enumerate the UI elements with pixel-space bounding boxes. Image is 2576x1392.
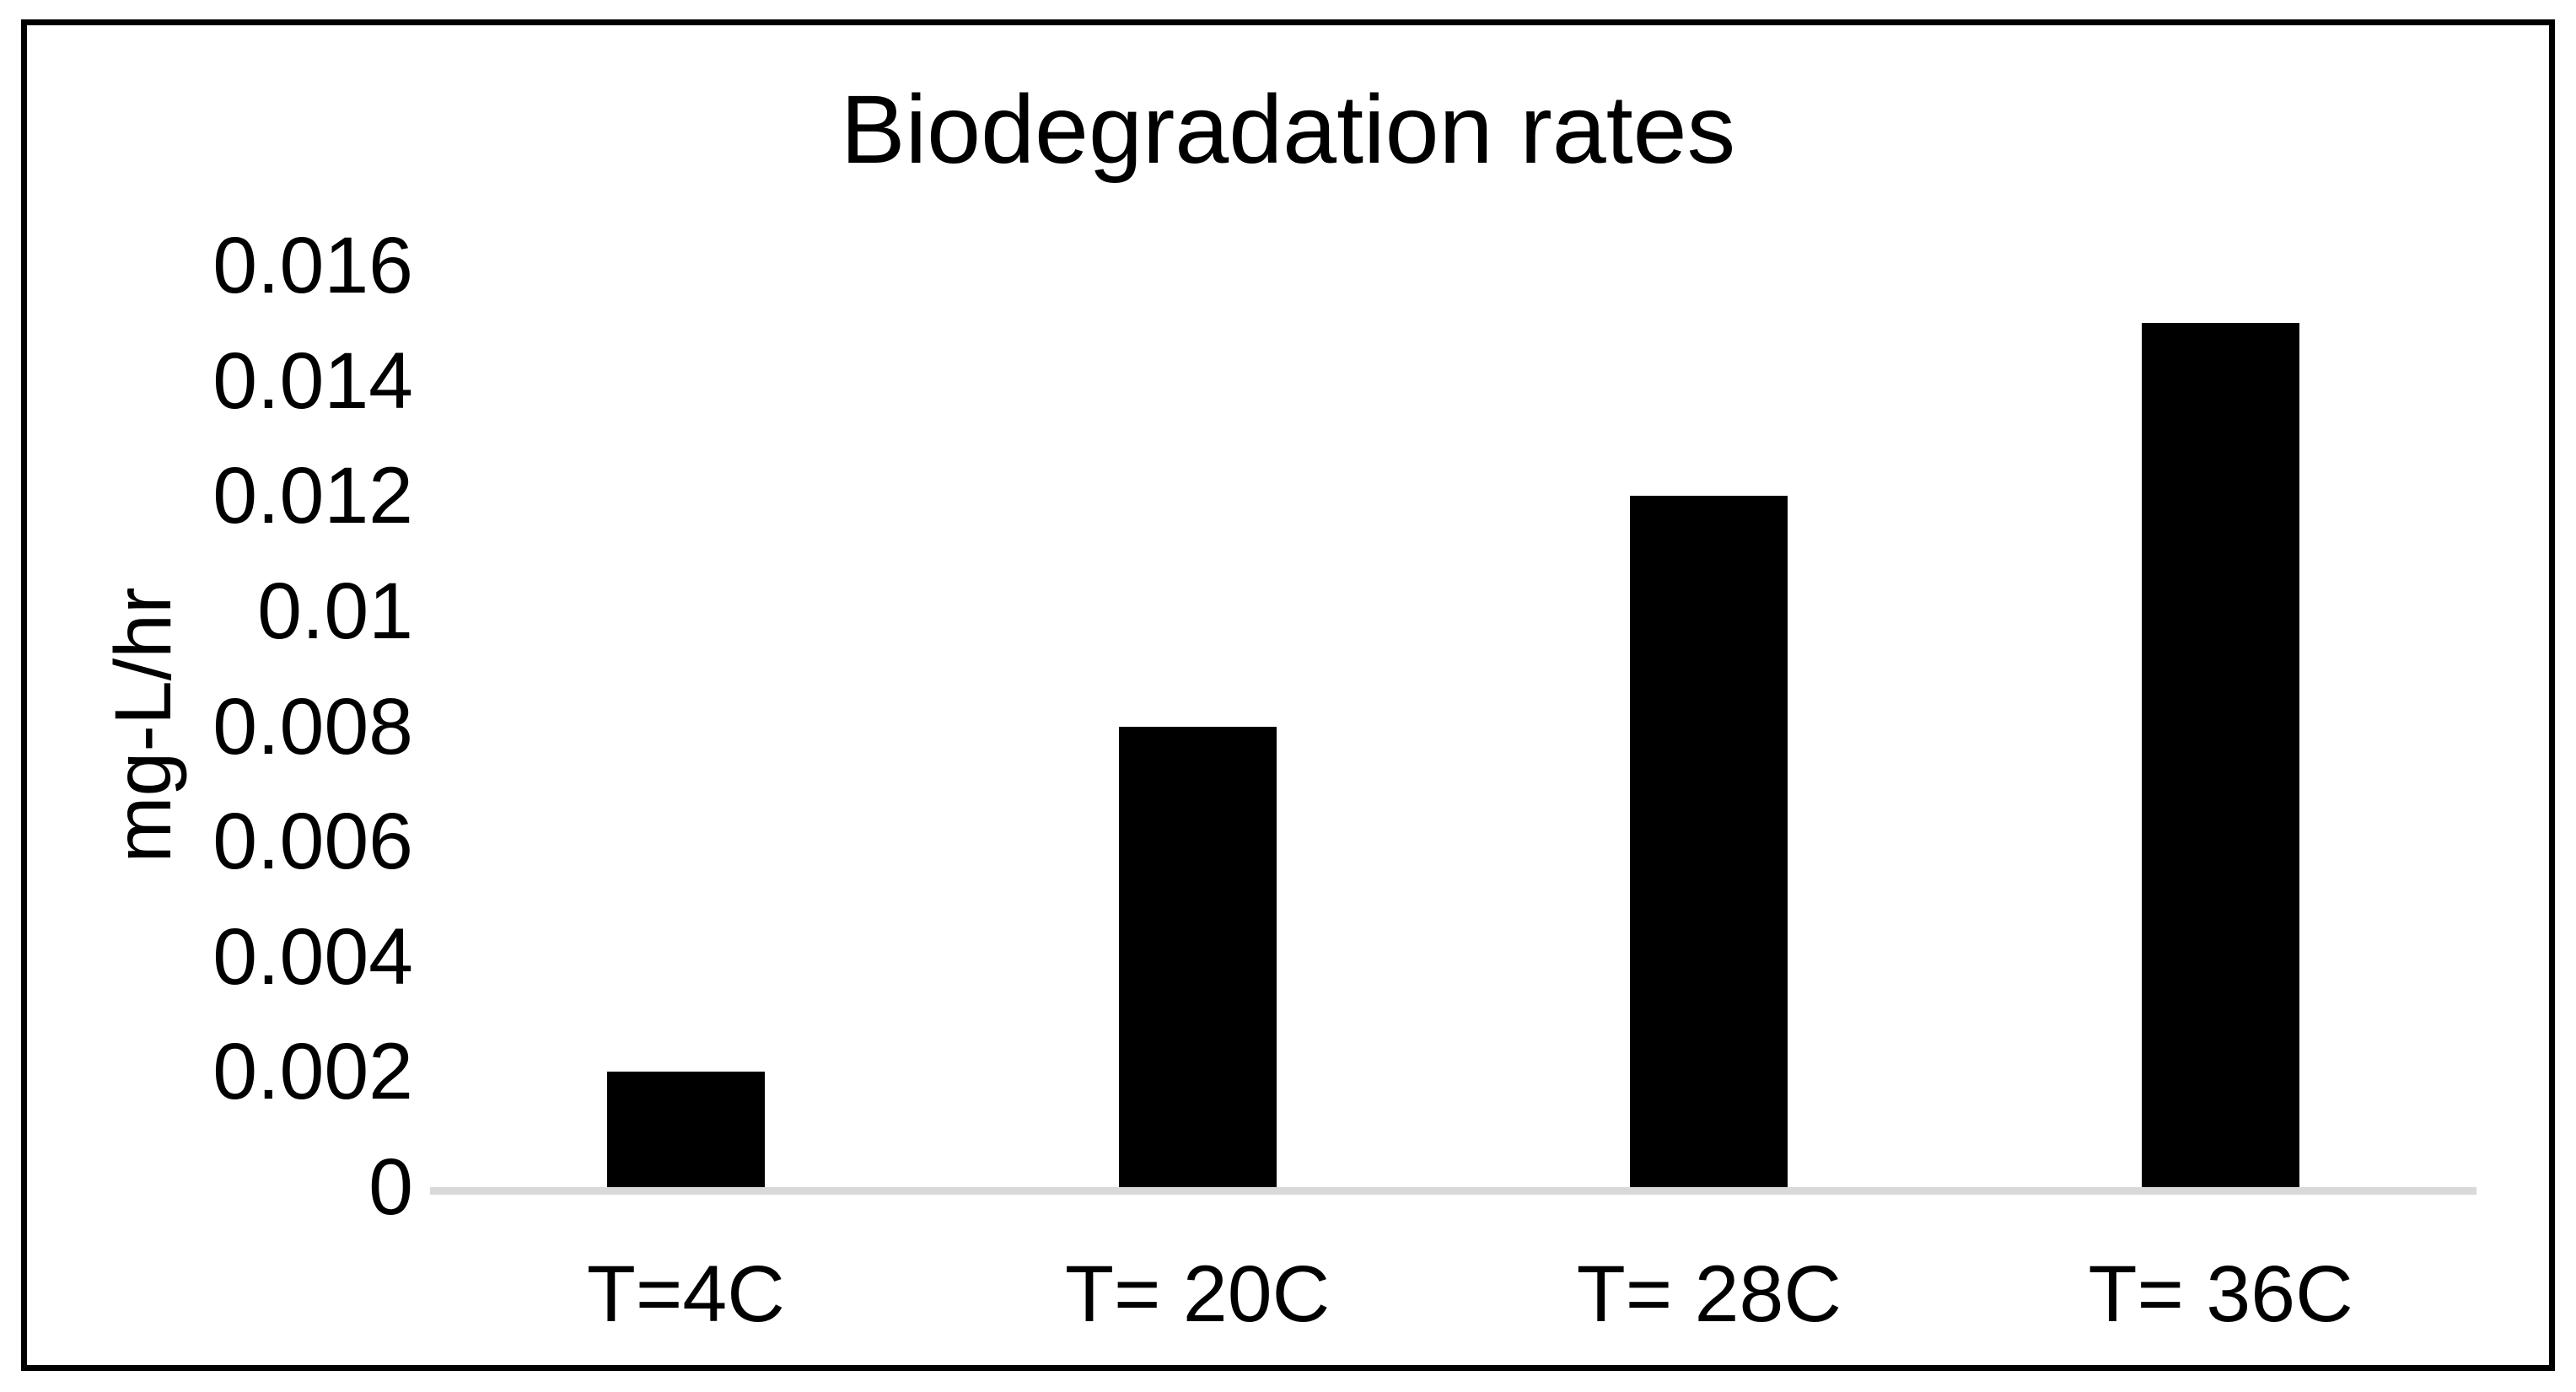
chart-border: [21, 19, 2555, 1371]
plot-area: [430, 266, 2477, 1195]
x-category-label: T= 28C: [1576, 1250, 1842, 1339]
y-tick-label: 0.012: [212, 451, 413, 541]
bar-T= 28C: [1630, 496, 1788, 1187]
bar-T= 36C: [2142, 323, 2300, 1187]
y-tick-label: 0: [368, 1142, 413, 1232]
y-tick-label: 0.002: [212, 1027, 413, 1117]
y-tick-label: 0.01: [257, 566, 413, 656]
chart-title: Biodegradation rates: [840, 76, 1736, 184]
x-category-label: T= 20C: [1065, 1250, 1331, 1339]
y-tick-label: 0.006: [212, 797, 413, 887]
x-axis-line: [430, 1187, 2477, 1195]
y-tick-label: 0.008: [212, 681, 413, 771]
y-tick-label: 0.004: [212, 911, 413, 1002]
x-category-label: T=4C: [586, 1250, 785, 1339]
bar-T=4C: [606, 1072, 765, 1187]
y-tick-label: 0.016: [212, 221, 413, 310]
y-tick-label: 0.014: [212, 336, 413, 426]
x-category-label: T= 36C: [2088, 1250, 2353, 1339]
bar-T= 20C: [1118, 726, 1277, 1187]
